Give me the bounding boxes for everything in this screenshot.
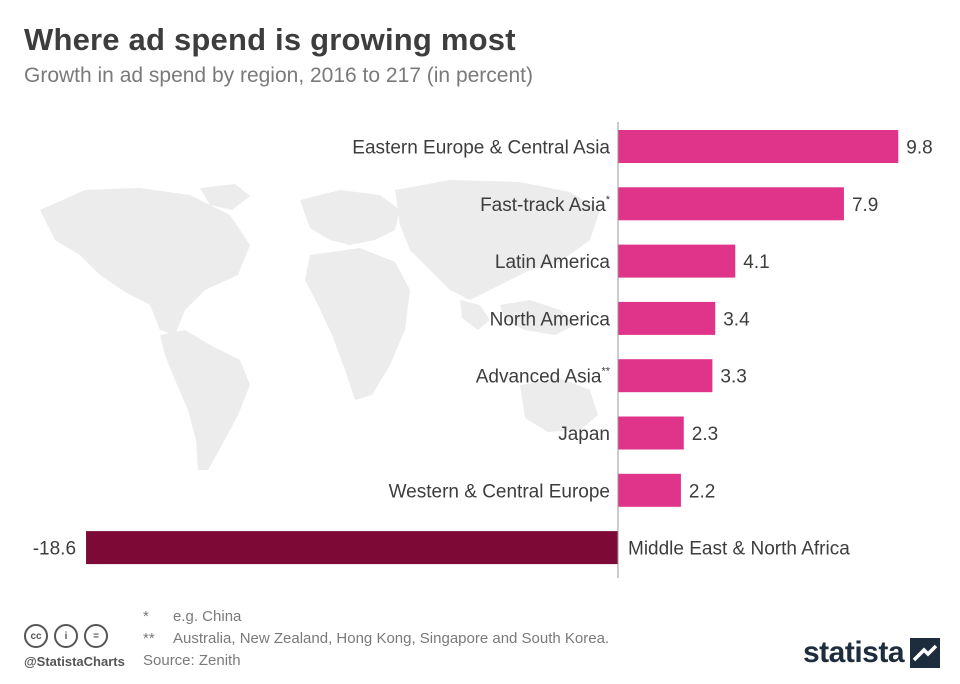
bar-6	[618, 473, 681, 507]
cc-icon[interactable]: cc	[24, 624, 48, 648]
value-label-1: 7.9	[852, 195, 878, 216]
twitter-handle[interactable]: @StatistaCharts	[24, 654, 125, 669]
value-label-2: 4.1	[743, 252, 769, 273]
footnote-2-mark: **	[143, 630, 155, 647]
person-icon[interactable]: i	[54, 624, 78, 648]
statista-logo[interactable]: statista	[803, 636, 941, 670]
category-label-3: North America	[490, 309, 611, 330]
category-label-5: Japan	[558, 424, 610, 445]
category-label-1: Fast-track Asia*	[480, 194, 611, 216]
bar-chart: Eastern Europe & Central Asia 9.8 Fast-tra…	[33, 122, 933, 578]
value-label-6: 2.2	[689, 481, 715, 502]
chart-title: Where ad spend is growing most	[24, 22, 516, 57]
license-icons: cc i =	[24, 624, 108, 648]
footnote-2-text: Australia, New Zealand, Hong Kong, Singa…	[173, 630, 610, 647]
value-label-3: 3.4	[723, 309, 750, 330]
category-label-4: Advanced Asia**	[476, 366, 611, 388]
value-label-7: -18.6	[33, 539, 76, 560]
category-label-7: Middle East & North Africa	[628, 539, 850, 560]
value-label-0: 9.8	[906, 138, 932, 159]
bar-2	[618, 244, 736, 278]
bar-1	[618, 187, 844, 221]
bar-3	[618, 301, 716, 335]
source-text: Source: Zenith	[143, 652, 241, 669]
bar-7	[86, 531, 619, 565]
value-label-4: 3.3	[720, 367, 746, 388]
bars-layer: Eastern Europe & Central Asia 9.8 Fast-tra…	[33, 130, 933, 565]
equals-icon[interactable]: =	[84, 624, 108, 648]
footnote-1-mark: *	[143, 608, 149, 625]
category-label-6: Western & Central Europe	[389, 481, 610, 502]
brand-wordmark: statista	[803, 636, 905, 669]
chart-subtitle: Growth in ad spend by region, 2016 to 21…	[24, 64, 533, 87]
footnote-2: ** Australia, New Zealand, Hong Kong, Si…	[143, 628, 609, 650]
footnotes: * e.g. China ** Australia, New Zealand, …	[143, 606, 609, 672]
bar-5	[618, 416, 684, 450]
category-label-0: Eastern Europe & Central Asia	[352, 138, 610, 159]
value-label-5: 2.3	[692, 424, 718, 445]
bar-0	[618, 130, 899, 163]
category-label-2: Latin America	[495, 252, 611, 273]
bar-4	[618, 359, 713, 393]
footnote-1-text: e.g. China	[173, 608, 242, 625]
brand-mark-icon	[910, 638, 941, 668]
footnote-1: * e.g. China	[143, 606, 609, 628]
world-map-background	[40, 180, 600, 470]
